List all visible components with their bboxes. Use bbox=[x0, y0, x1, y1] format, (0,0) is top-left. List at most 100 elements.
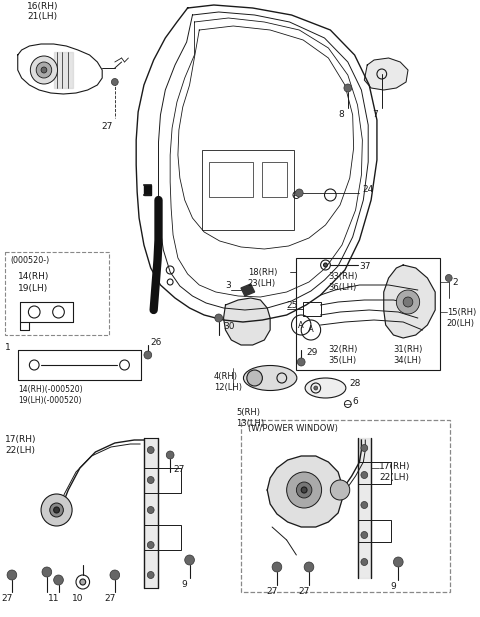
Text: 20(LH): 20(LH) bbox=[447, 319, 475, 328]
Circle shape bbox=[147, 571, 154, 579]
Text: 17(RH): 17(RH) bbox=[379, 462, 410, 471]
Polygon shape bbox=[364, 58, 408, 90]
Text: 27: 27 bbox=[299, 587, 310, 596]
Circle shape bbox=[301, 487, 307, 493]
Circle shape bbox=[295, 189, 303, 197]
Text: 29: 29 bbox=[306, 348, 317, 357]
Circle shape bbox=[304, 562, 314, 572]
Circle shape bbox=[361, 502, 368, 508]
Text: 27: 27 bbox=[104, 594, 116, 603]
Circle shape bbox=[41, 67, 47, 73]
Circle shape bbox=[361, 558, 368, 566]
Bar bbox=[358, 462, 392, 484]
Text: 22(LH): 22(LH) bbox=[379, 473, 409, 482]
Bar bbox=[209, 162, 252, 197]
Text: 5(RH): 5(RH) bbox=[236, 408, 260, 417]
Text: 1: 1 bbox=[5, 343, 11, 352]
Text: 7: 7 bbox=[372, 110, 378, 119]
Circle shape bbox=[296, 482, 312, 498]
Polygon shape bbox=[358, 438, 371, 578]
Circle shape bbox=[324, 263, 327, 267]
Circle shape bbox=[394, 557, 403, 567]
Circle shape bbox=[147, 542, 154, 549]
Circle shape bbox=[361, 444, 368, 452]
Circle shape bbox=[147, 476, 154, 484]
Circle shape bbox=[185, 555, 194, 565]
Text: 27: 27 bbox=[173, 465, 184, 474]
Text: 14(RH)(-000520): 14(RH)(-000520) bbox=[18, 385, 83, 394]
Text: 28: 28 bbox=[350, 378, 361, 387]
Circle shape bbox=[42, 567, 52, 577]
Text: 19(LH)(-000520): 19(LH)(-000520) bbox=[18, 396, 81, 405]
Circle shape bbox=[54, 507, 60, 513]
Text: 27: 27 bbox=[266, 587, 278, 596]
Circle shape bbox=[361, 531, 368, 539]
Polygon shape bbox=[267, 456, 342, 527]
Text: A: A bbox=[299, 320, 304, 329]
Text: A: A bbox=[308, 326, 314, 334]
Bar bbox=[144, 525, 181, 550]
Circle shape bbox=[110, 570, 120, 580]
Bar bbox=[358, 520, 392, 542]
Bar bbox=[5, 252, 109, 335]
Circle shape bbox=[166, 451, 174, 459]
Text: 32(RH): 32(RH) bbox=[328, 345, 358, 354]
Circle shape bbox=[396, 290, 420, 314]
Circle shape bbox=[403, 297, 413, 307]
Text: 6: 6 bbox=[353, 397, 359, 405]
Bar bbox=[263, 162, 287, 197]
Polygon shape bbox=[54, 52, 73, 88]
Text: 9: 9 bbox=[182, 580, 188, 589]
Text: 23(LH): 23(LH) bbox=[248, 279, 276, 288]
Text: 34(LH): 34(LH) bbox=[394, 356, 421, 365]
Text: 15(RH): 15(RH) bbox=[447, 308, 476, 317]
Text: 36(LH): 36(LH) bbox=[328, 283, 357, 292]
Bar bbox=[202, 150, 294, 230]
Text: 9: 9 bbox=[391, 582, 396, 591]
Text: 2: 2 bbox=[453, 278, 458, 287]
Ellipse shape bbox=[243, 365, 297, 391]
Text: (000520-): (000520-) bbox=[10, 256, 49, 265]
Circle shape bbox=[7, 570, 17, 580]
Text: 13(LH): 13(LH) bbox=[236, 419, 264, 428]
Text: 33(RH): 33(RH) bbox=[328, 272, 358, 281]
Polygon shape bbox=[144, 438, 157, 588]
Circle shape bbox=[41, 494, 72, 526]
Polygon shape bbox=[224, 298, 270, 345]
Bar bbox=[296, 258, 440, 370]
Circle shape bbox=[297, 358, 305, 366]
Text: 12(LH): 12(LH) bbox=[214, 383, 242, 392]
Circle shape bbox=[215, 314, 223, 322]
Circle shape bbox=[144, 351, 152, 359]
Text: 31(RH): 31(RH) bbox=[394, 345, 423, 354]
Circle shape bbox=[30, 56, 58, 84]
Text: 19(LH): 19(LH) bbox=[18, 284, 48, 293]
Text: 27: 27 bbox=[101, 122, 113, 131]
Text: 10: 10 bbox=[72, 594, 84, 603]
Circle shape bbox=[344, 84, 352, 92]
Circle shape bbox=[54, 575, 63, 585]
Circle shape bbox=[111, 78, 118, 86]
Bar bbox=[303, 302, 321, 316]
Text: 35(LH): 35(LH) bbox=[328, 356, 357, 365]
Text: 11: 11 bbox=[48, 594, 60, 603]
Polygon shape bbox=[384, 265, 435, 338]
Text: 27: 27 bbox=[1, 594, 13, 603]
Text: 37: 37 bbox=[360, 262, 371, 271]
Circle shape bbox=[247, 370, 263, 386]
Text: (W/POWER WINDOW): (W/POWER WINDOW) bbox=[248, 424, 338, 433]
Circle shape bbox=[361, 471, 368, 479]
Circle shape bbox=[50, 503, 63, 517]
Circle shape bbox=[36, 62, 52, 78]
Polygon shape bbox=[144, 185, 151, 195]
Text: 21(LH): 21(LH) bbox=[27, 12, 58, 21]
Text: 4(RH): 4(RH) bbox=[214, 372, 238, 381]
Circle shape bbox=[80, 579, 86, 585]
Circle shape bbox=[445, 275, 452, 281]
Text: 18(RH): 18(RH) bbox=[248, 268, 277, 277]
Text: 17(RH): 17(RH) bbox=[5, 435, 36, 444]
Text: 16(RH): 16(RH) bbox=[27, 2, 59, 11]
Text: 22(LH): 22(LH) bbox=[5, 446, 35, 455]
Circle shape bbox=[330, 480, 350, 500]
Text: 30: 30 bbox=[224, 322, 235, 331]
